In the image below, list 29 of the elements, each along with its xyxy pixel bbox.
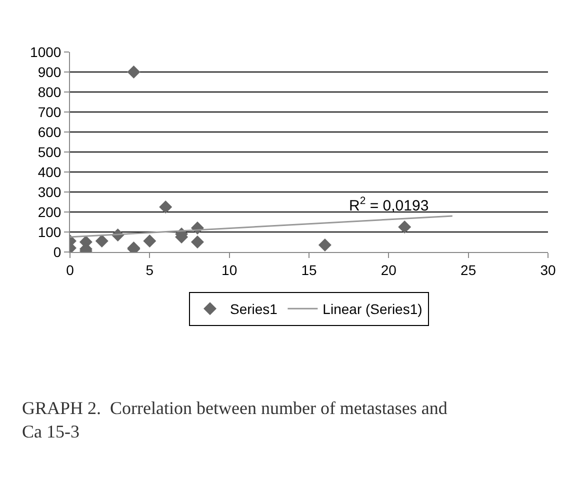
point [95,234,108,248]
legend-label: Series1 [230,301,278,318]
point [159,200,172,214]
x-tick-label: 10 [222,262,238,278]
x-tick-label: 20 [380,262,397,278]
x-tick-label: 30 [540,262,556,278]
x-tick-label: 0 [66,262,74,278]
x-tick-label: 15 [301,262,317,278]
y-tick-label: 500 [38,144,62,160]
point [398,220,412,234]
y-tick-label: 800 [38,84,62,100]
y-tick-label: 200 [38,204,62,220]
y-tick-label: 0 [53,244,62,260]
point [143,234,156,248]
point [318,238,332,252]
y-tick-label: 100 [38,224,62,240]
x-tick-label: 25 [460,262,476,278]
x-tick-label: 5 [146,262,154,278]
y-tick-label: 900 [38,64,62,80]
y-tick-label: 400 [38,164,62,180]
annotation: R$^{2}$ = 0,0193 [349,195,429,214]
y-tick-label: 300 [38,184,62,200]
caption: GRAPH 2. Correlation between number of metastases and Ca 15-3 [22,398,448,442]
y-tick-label: 700 [38,104,62,120]
point [190,236,204,248]
y-tick-label: 600 [38,124,62,140]
point [127,66,140,78]
legend-label: Linear (Series1) [322,301,422,318]
y-tick-label: 1000 [30,44,62,60]
